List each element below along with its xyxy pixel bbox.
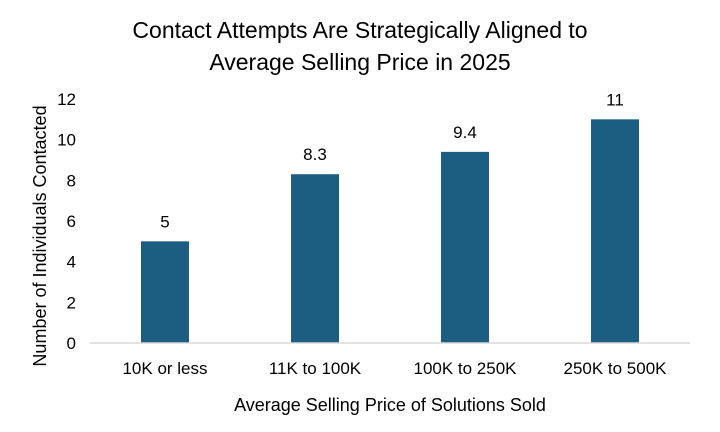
y-tick-label: 12 bbox=[57, 90, 76, 109]
chart-title-line-1: Contact Attempts Are Strategically Align… bbox=[132, 17, 587, 43]
bar bbox=[441, 151, 489, 343]
data-label: 11 bbox=[606, 90, 624, 109]
y-axis-ticks: 0 2 4 6 8 10 12 bbox=[57, 90, 76, 353]
bar bbox=[291, 174, 339, 343]
data-label: 5 bbox=[160, 212, 169, 231]
data-label: 9.4 bbox=[453, 123, 477, 142]
bar bbox=[591, 119, 639, 343]
x-tick-label: 11K to 100K bbox=[269, 359, 362, 378]
y-tick-label: 2 bbox=[67, 293, 76, 312]
y-tick-label: 4 bbox=[67, 253, 76, 272]
x-tick-label: 250K to 500K bbox=[563, 359, 667, 378]
y-tick-label: 6 bbox=[67, 212, 76, 231]
chart-title-line-2: Average Selling Price in 2025 bbox=[209, 49, 510, 75]
x-axis-title: Average Selling Price of Solutions Sold bbox=[234, 395, 546, 415]
x-axis-ticks: 10K or less 11K to 100K 100K to 250K 250K t… bbox=[122, 359, 667, 378]
y-tick-label: 0 bbox=[67, 334, 76, 353]
data-labels: 5 8.3 9.4 11 bbox=[160, 90, 624, 231]
bar bbox=[141, 241, 189, 343]
x-tick-label: 100K to 250K bbox=[413, 359, 517, 378]
x-tick-label: 10K or less bbox=[122, 359, 207, 378]
chart-title: Contact Attempts Are Strategically Align… bbox=[132, 17, 587, 75]
data-label: 8.3 bbox=[303, 145, 327, 164]
y-axis-title: Number of Individuals Contacted bbox=[30, 105, 50, 366]
bars bbox=[141, 119, 639, 343]
y-tick-label: 10 bbox=[57, 131, 76, 150]
y-tick-label: 8 bbox=[67, 171, 76, 190]
